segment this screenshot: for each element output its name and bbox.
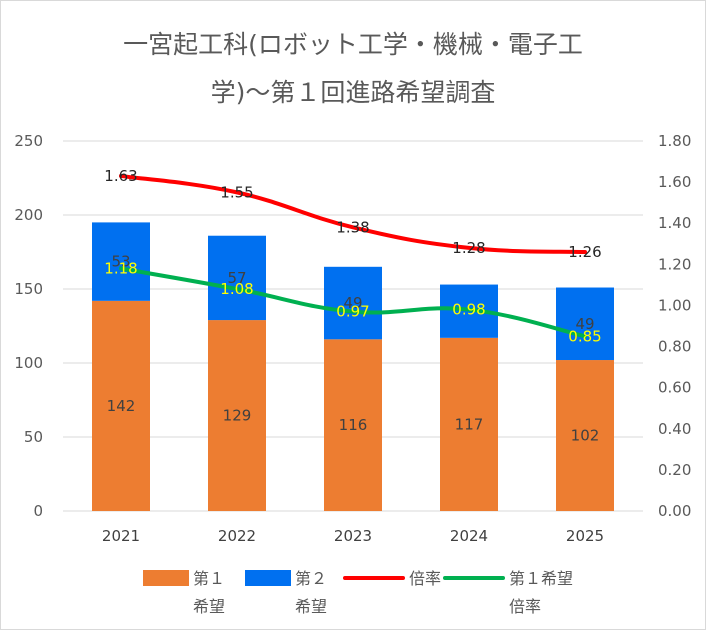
ratio-data-label: 1.28 <box>452 239 485 257</box>
y-right-tick-label: 1.60 <box>658 173 691 191</box>
x-tick-label: 2022 <box>218 527 256 545</box>
legend-label: 倍率 <box>509 597 541 616</box>
x-tick-label: 2025 <box>566 527 604 545</box>
first-choice-ratio-data-label: 1.08 <box>220 280 253 298</box>
y-right-tick-label: 0.40 <box>658 420 691 438</box>
x-tick-label: 2023 <box>334 527 372 545</box>
y-right-tick-label: 1.00 <box>658 296 691 314</box>
bar-first-choice-label: 129 <box>223 407 252 425</box>
bar-second-choice-label: 49 <box>343 294 362 312</box>
y-left-tick-label: 150 <box>14 280 43 298</box>
line-first-choice-ratio <box>119 266 587 339</box>
bar-second-choice-label: 57 <box>227 269 246 287</box>
y-right-tick-label: 1.80 <box>658 132 691 150</box>
first-choice-ratio-data-label: 0.98 <box>452 301 485 319</box>
legend-label: 希望 <box>295 597 327 616</box>
bar-first-choice <box>208 320 266 511</box>
y-right-tick-label: 0.80 <box>658 338 691 356</box>
bar-second-choice <box>92 222 150 301</box>
bar-first-choice-label: 117 <box>455 415 484 433</box>
bar-second-choice-label: 49 <box>575 315 594 333</box>
bar-second-choice <box>208 235 266 321</box>
bar-second-choice-label: 53 <box>111 253 130 271</box>
legend-swatch <box>245 570 291 586</box>
y-right-tick-label: 0.60 <box>658 379 691 397</box>
ratio-data-label: 1.26 <box>568 243 601 261</box>
ratio-data-label: 1.63 <box>104 167 137 185</box>
bar-second-choice <box>324 266 382 340</box>
ratio-data-label: 1.38 <box>336 218 369 236</box>
legend-swatch <box>143 570 189 586</box>
bar-first-choice <box>92 300 150 511</box>
chart-title-line: 学)～第１回進路希望調査 <box>211 78 496 107</box>
x-tick-label: 2021 <box>102 527 140 545</box>
first-choice-ratio-data-label: 1.18 <box>104 259 137 277</box>
y-right-tick-label: 1.20 <box>658 255 691 273</box>
legend-label: 第１希望 <box>509 569 573 588</box>
y-right-tick-label: 1.40 <box>658 214 691 232</box>
ratio-data-label: 1.55 <box>220 183 253 201</box>
x-tick-label: 2024 <box>450 527 488 545</box>
first-choice-ratio-data-label: 0.85 <box>568 327 601 345</box>
legend-label: 第２ <box>295 569 327 588</box>
bar-first-choice <box>556 360 614 511</box>
legend-label: 倍率 <box>409 569 441 588</box>
y-right-tick-label: 0.00 <box>658 502 691 520</box>
legend-label: 第１ <box>193 569 225 588</box>
y-left-tick-label: 200 <box>14 206 43 224</box>
bar-first-choice-label: 116 <box>339 416 368 434</box>
legend-label: 希望 <box>193 597 225 616</box>
first-choice-ratio-data-label: 0.97 <box>336 303 369 321</box>
bar-second-choice <box>556 287 614 361</box>
bar-first-choice <box>324 339 382 511</box>
y-left-tick-label: 100 <box>14 354 43 372</box>
line-ratio <box>119 173 587 254</box>
bar-first-choice <box>440 337 498 511</box>
y-left-tick-label: 0 <box>33 502 43 520</box>
y-left-tick-label: 250 <box>14 132 43 150</box>
y-left-tick-label: 50 <box>24 428 43 446</box>
bar-first-choice-label: 102 <box>571 427 600 445</box>
bar-first-choice-label: 142 <box>107 397 136 415</box>
y-right-tick-label: 0.20 <box>658 461 691 479</box>
chart-title-line: 一宮起工科(ロボット工学・機械・電子工 <box>123 30 583 59</box>
